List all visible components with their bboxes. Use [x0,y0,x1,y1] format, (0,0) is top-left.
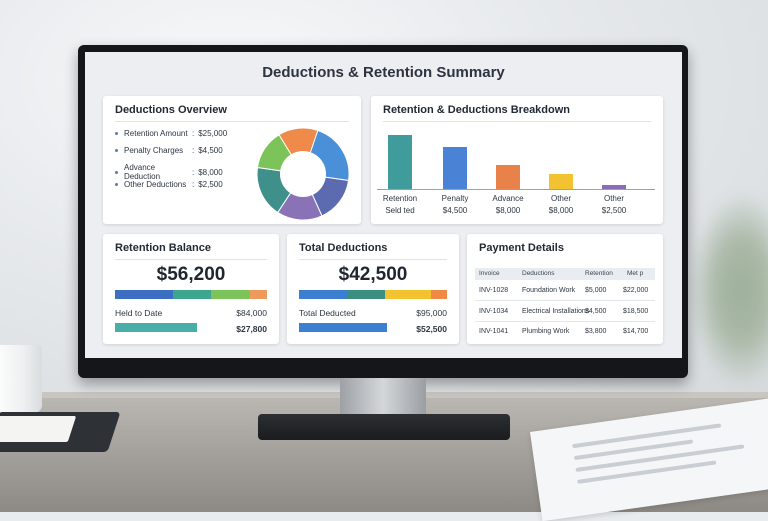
deductions-remaining-value: $52,500 [416,324,447,334]
table-cell: Electrical Installations [522,308,590,315]
bar-retention [388,135,412,189]
bullet-icon [115,132,118,135]
overview-item-advance: Advance Deduction : $8,000 [115,163,223,181]
bar-label: Retention [382,194,418,203]
overview-item-value: $8,000 [198,167,223,177]
overview-item-value: $25,000 [198,129,228,138]
table-cell: Plumbing Work [522,328,570,335]
table-cell: $22,000 [623,287,649,294]
bar-segment [299,290,347,299]
total-deducted-label: Total Deducted [299,308,356,318]
bar-value: $4,500 [442,206,468,215]
bar-other [602,185,626,189]
column-header: Met p [627,270,644,277]
bar-label: Other [550,194,571,203]
retention-fill-bar [115,323,197,332]
bar-label: Advance [492,194,524,203]
deductions-overview-card: Deductions Overview Retention Amount : $… [103,96,361,224]
overview-item-penalty: Penalty Charges : $4,500 [115,146,223,155]
bar-segment [430,290,447,299]
bar-segment [249,290,267,299]
bar-segment [384,290,431,299]
overview-item-label: Retention Amount [124,129,188,138]
bar-label: Other [603,194,624,203]
divider [115,259,267,260]
overview-item-value: $4,500 [198,146,223,155]
held-to-date-label: Held to Date [115,308,163,318]
overview-item-label: Penalty Charges [124,146,184,155]
breakdown-card: Retention & Deductions Breakdown Retenti… [371,96,663,224]
screen: Deductions & Retention Summary Deduction… [85,52,682,358]
total-deducted-value: $95,000 [416,308,447,318]
divider [115,121,349,122]
table-cell: INV-1034 [479,308,509,315]
bar-value: $8,000 [548,206,574,215]
bar-segment [115,290,173,299]
table-cell: Foundation Work [522,287,576,294]
column-header: Retention [585,270,613,277]
column-header: Invoice [479,270,500,277]
overview-item-other: Other Deductions : $2,500 [115,180,223,189]
retention-balance-card: Retention Balance $56,200 Held to Date $… [103,234,279,344]
table-header [475,268,655,280]
row-divider [475,321,655,322]
table-cell: $5,000 [585,287,607,294]
retention-segment-bar [115,290,267,299]
overview-item-value: $2,500 [198,180,223,189]
payment-details-card: Payment Details Invoice Deductions Reten… [467,234,663,344]
bar-segment [346,290,385,299]
bar-other [549,174,573,189]
payment-details-title: Payment Details [479,242,564,254]
monitor-base [258,414,510,440]
bullet-icon [115,170,118,174]
total-deductions-amount: $42,500 [338,264,408,285]
held-to-date-value: $84,000 [236,308,267,318]
background-plant [688,190,768,390]
total-deductions-card: Total Deductions $42,500 Total Deducted … [287,234,459,344]
breakdown-title: Retention & Deductions Breakdown [383,104,571,116]
deductions-donut-chart [256,127,350,221]
divider [383,121,651,122]
bar-value: Seld ted [385,206,415,215]
bar-segment [211,290,250,299]
table-cell: $14,700 [623,328,649,335]
column-header: Deductions [522,270,555,277]
deductions-fill-bar [299,323,387,332]
bullet-icon [115,183,118,186]
donut-hole [280,151,326,197]
table-cell: INV-1041 [479,328,509,335]
deductions-segment-bar [299,290,447,299]
bar-penalty [443,146,467,189]
coffee-mug [0,345,42,413]
overview-item-label: Advance Deduction [124,163,161,181]
page-title: Deductions & Retention Summary [262,64,505,81]
retention-balance-amount: $56,200 [156,264,226,285]
row-divider [475,300,655,301]
deductions-overview-title: Deductions Overview [115,104,227,116]
bar-value: $2,500 [601,206,627,215]
overview-item-label: Other Deductions [124,180,187,189]
notebook-page [0,416,77,442]
divider [299,259,447,260]
bar-value: $8,000 [495,206,521,215]
table-cell: $3,800 [585,328,607,335]
bar-label: Penalty [441,194,469,203]
total-deductions-title: Total Deductions [299,242,388,254]
donut-slice [277,172,323,221]
table-cell: $4,500 [585,308,607,315]
table-cell: $18,500 [623,308,649,315]
bar-segment [172,290,212,299]
retention-balance-title: Retention Balance [115,242,211,254]
overview-item-retention: Retention Amount : $25,000 [115,129,227,138]
table-cell: INV-1028 [479,287,509,294]
retention-remaining-value: $27,800 [236,324,267,334]
bar-advance [496,165,520,189]
bar-axis [377,189,655,190]
bullet-icon [115,149,118,152]
